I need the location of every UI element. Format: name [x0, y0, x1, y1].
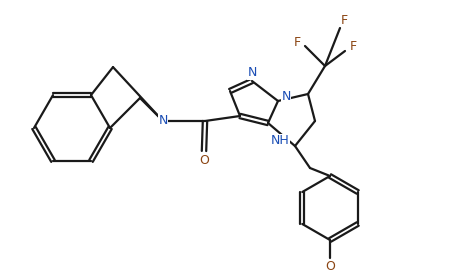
- Text: F: F: [340, 14, 348, 26]
- Text: N: N: [158, 115, 168, 128]
- Text: O: O: [325, 261, 335, 274]
- Text: F: F: [294, 36, 301, 49]
- Text: N: N: [247, 67, 257, 79]
- Text: F: F: [349, 41, 356, 54]
- Text: N: N: [281, 89, 291, 102]
- Text: NH: NH: [271, 134, 290, 147]
- Text: O: O: [199, 153, 209, 166]
